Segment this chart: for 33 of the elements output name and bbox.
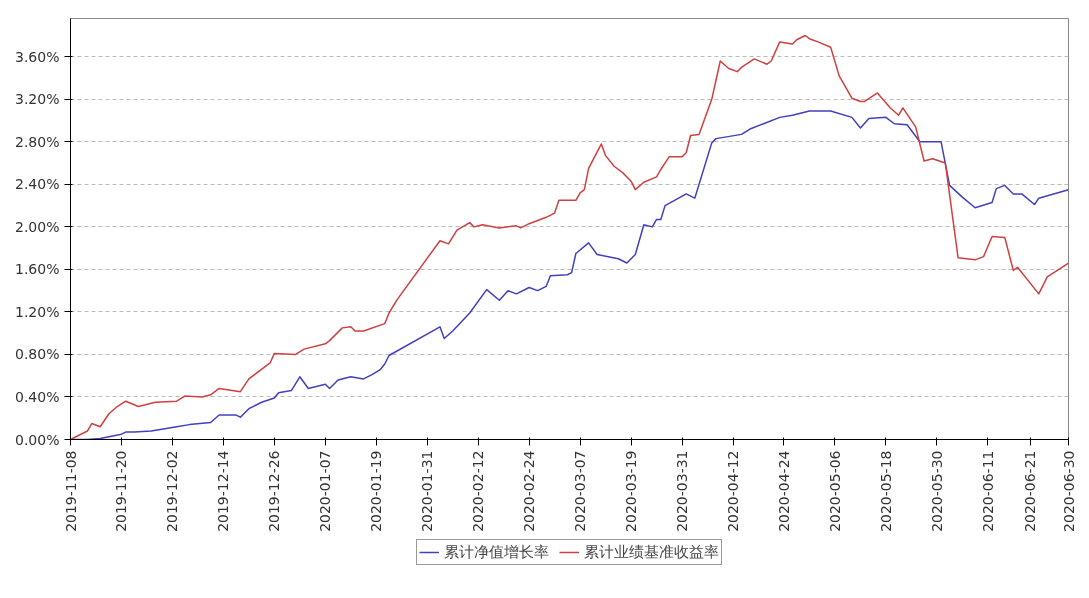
x-tick-label: 2020-02-12 — [470, 450, 487, 532]
y-tick-label: 3.60% — [15, 48, 60, 65]
x-tick-label: 2019-12-26 — [266, 450, 283, 532]
x-tick-label: 2020-01-07 — [317, 450, 334, 532]
x-tick-label: 2020-05-18 — [877, 450, 894, 532]
x-tick-label: 2020-03-19 — [623, 450, 640, 532]
legend-label: 累计净值增长率 — [444, 542, 549, 562]
x-tick-label: 2020-05-30 — [928, 450, 945, 532]
y-tick-label: 2.80% — [15, 133, 60, 150]
x-tick-label: 2020-02-24 — [521, 450, 538, 532]
y-tick-label: 1.20% — [15, 303, 60, 320]
x-tick-label: 2019-12-02 — [164, 450, 181, 532]
x-tick-label: 2019-11-08 — [62, 450, 79, 532]
y-tick-label: 0.00% — [15, 431, 60, 448]
x-tick-label: 2020-04-12 — [725, 450, 741, 532]
x-tick-label: 2020-06-11 — [979, 450, 996, 532]
y-tick-label: 1.60% — [15, 261, 60, 278]
y-tick-label: 0.80% — [15, 346, 60, 363]
x-tick-label: 2020-01-31 — [419, 450, 436, 532]
x-tick-label: 2020-05-06 — [826, 450, 843, 532]
y-tick-label: 0.40% — [15, 388, 60, 405]
legend-label: 累计业绩基准收益率 — [584, 542, 719, 562]
x-tick-label: 2020-06-30 — [1060, 450, 1077, 532]
y-tick-label: 2.00% — [15, 218, 60, 235]
x-tick-label: 2019-12-14 — [215, 450, 232, 532]
x-tick-label: 2020-04-24 — [775, 450, 792, 532]
x-tick-label: 2019-11-20 — [113, 450, 130, 532]
x-tick-label: 2020-06-21 — [1022, 450, 1039, 532]
x-tick-label: 2020-03-31 — [674, 450, 691, 532]
y-tick-label: 2.40% — [15, 176, 60, 193]
y-tick-label: 3.20% — [15, 91, 60, 108]
x-tick-label: 2020-03-07 — [572, 450, 589, 532]
x-tick-label: 2020-01-19 — [368, 450, 385, 532]
